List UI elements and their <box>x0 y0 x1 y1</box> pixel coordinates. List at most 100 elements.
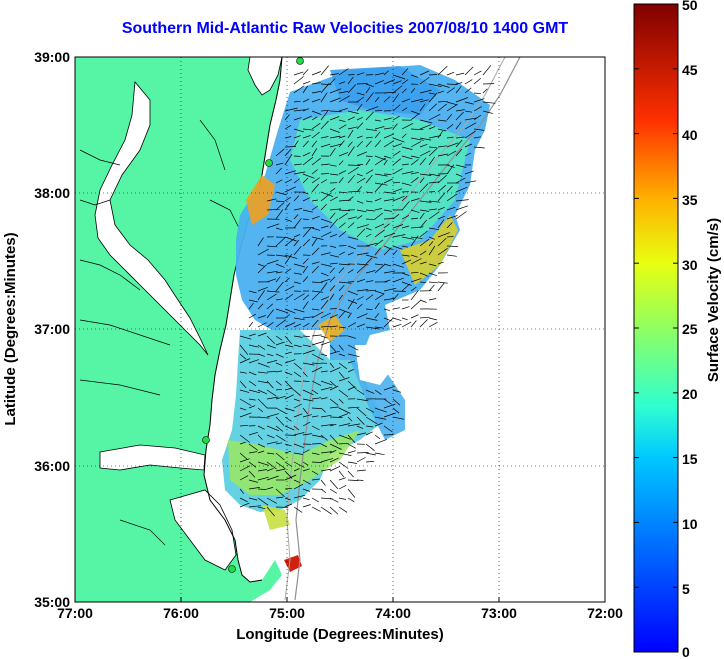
velocity-arrow <box>410 320 417 328</box>
velocity-arrow <box>293 218 302 229</box>
velocity-arrow <box>428 74 438 76</box>
velocity-arrow <box>383 247 392 256</box>
velocity-arrow <box>302 322 310 328</box>
velocity-arrow <box>275 179 283 184</box>
velocity-arrow <box>329 416 343 418</box>
velocity-arrow <box>266 475 279 481</box>
velocity-arrow <box>266 380 274 389</box>
velocity-arrow <box>347 196 354 202</box>
velocity-arrow <box>257 443 266 448</box>
velocity-arrow <box>311 353 324 361</box>
velocity-arrow <box>284 322 296 328</box>
velocity-arrow <box>329 344 337 353</box>
velocity-arrow <box>356 264 367 274</box>
velocity-arrow <box>338 160 344 166</box>
velocity-arrow <box>338 281 352 284</box>
velocity-arrow <box>383 317 394 328</box>
velocity-arrow <box>320 386 333 391</box>
velocity-arrow <box>275 162 284 166</box>
velocity-arrow <box>401 182 412 186</box>
velocity-arrow <box>239 398 252 406</box>
velocity-arrow <box>338 222 346 229</box>
velocity-arrow <box>383 96 391 103</box>
velocity-arrow <box>293 323 302 328</box>
velocity-arrow <box>410 209 420 213</box>
velocity-arrow <box>284 407 295 412</box>
velocity-arrow <box>311 281 323 284</box>
velocity-arrow <box>428 156 435 166</box>
velocity-arrow <box>374 389 382 395</box>
velocity-arrow <box>401 259 412 265</box>
velocity-arrow <box>311 478 320 481</box>
velocity-arrow <box>347 443 356 449</box>
velocity-arrow <box>329 325 338 328</box>
velocity-arrow <box>356 313 368 319</box>
y-tick-label: 39:00 <box>34 49 70 65</box>
velocity-arrow <box>401 88 407 94</box>
velocity-arrow <box>392 150 401 157</box>
velocity-arrow <box>446 101 458 106</box>
velocity-arrow <box>329 380 337 388</box>
velocity-arrow <box>428 284 435 292</box>
velocity-arrow <box>311 461 322 463</box>
velocity-arrow <box>374 263 383 266</box>
velocity-arrow <box>365 326 379 330</box>
velocity-arrow <box>284 443 292 447</box>
velocity-arrow <box>356 164 364 166</box>
velocity-arrow <box>437 282 445 292</box>
velocity-arrow <box>311 131 320 139</box>
velocity-arrow <box>257 315 266 319</box>
velocity-arrow <box>275 442 283 445</box>
bathymetry-contour <box>294 57 521 601</box>
velocity-arrow <box>338 107 348 112</box>
velocity-arrow <box>446 142 459 148</box>
velocity-arrow <box>338 308 351 314</box>
velocity-arrow <box>257 416 270 419</box>
velocity-arrow <box>374 452 385 456</box>
velocity-arrow <box>464 66 474 76</box>
velocity-arrow <box>347 110 359 114</box>
velocity-arrow <box>257 469 268 472</box>
velocity-arrow <box>257 332 267 337</box>
velocity-arrow <box>257 362 270 368</box>
velocity-arrow <box>302 209 313 213</box>
velocity-arrow <box>329 187 336 193</box>
velocity-arrow <box>257 371 268 374</box>
velocity-arrow <box>311 199 318 202</box>
velocity-arrow <box>392 188 403 193</box>
velocity-arrow <box>266 270 278 274</box>
grid-lines <box>75 57 605 602</box>
velocity-arrow <box>284 314 291 319</box>
velocity-arrow <box>302 421 311 427</box>
velocity-arrow <box>419 77 430 85</box>
velocity-arrow <box>338 389 349 398</box>
velocity-arrow <box>320 423 334 427</box>
velocity-arrow <box>293 398 301 402</box>
velocity-arrow <box>437 237 447 247</box>
velocity-arrow <box>311 366 323 373</box>
velocity-arrow <box>311 247 320 256</box>
velocity-arrow <box>293 135 301 139</box>
velocity-arrow <box>320 65 329 76</box>
velocity-arrow <box>275 425 284 432</box>
velocity-arrow <box>374 326 384 329</box>
velocity-arrow <box>275 209 284 220</box>
velocity-arrow <box>401 107 408 112</box>
velocity-arrow <box>257 461 270 466</box>
velocity-arrow <box>392 158 401 166</box>
velocity-arrow <box>428 113 441 121</box>
velocity-arrow <box>410 300 421 310</box>
velocity-arrow <box>419 173 432 176</box>
velocity-arrow <box>302 128 314 131</box>
velocity-arrow <box>302 85 308 94</box>
velocity-arrow <box>275 388 283 391</box>
velocity-arrow <box>428 227 440 231</box>
velocity-arrow <box>311 110 322 115</box>
velocity-arrow <box>374 247 381 256</box>
velocity-arrow <box>266 259 279 265</box>
velocity-arrow <box>284 351 292 355</box>
velocity-arrow <box>392 168 403 175</box>
velocity-arrow <box>239 488 245 494</box>
velocity-arrow <box>437 128 447 132</box>
velocity-arrow <box>392 143 403 148</box>
